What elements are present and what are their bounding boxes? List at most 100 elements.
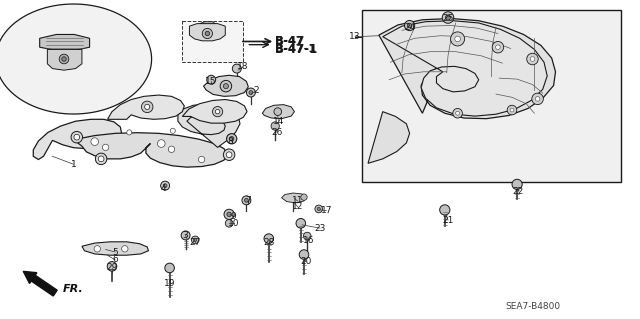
Polygon shape bbox=[362, 10, 621, 182]
Circle shape bbox=[317, 207, 320, 211]
Text: 2: 2 bbox=[253, 86, 259, 95]
Polygon shape bbox=[200, 22, 215, 24]
Circle shape bbox=[127, 130, 132, 135]
Circle shape bbox=[451, 32, 465, 46]
Polygon shape bbox=[204, 75, 248, 96]
Circle shape bbox=[246, 88, 255, 97]
Polygon shape bbox=[383, 21, 547, 116]
Text: 6: 6 bbox=[113, 256, 118, 264]
Text: B-47-1: B-47-1 bbox=[275, 44, 316, 55]
Polygon shape bbox=[0, 4, 152, 114]
Circle shape bbox=[165, 263, 174, 273]
Text: 5: 5 bbox=[113, 248, 118, 256]
Circle shape bbox=[102, 144, 109, 151]
Text: 27: 27 bbox=[189, 238, 201, 247]
Circle shape bbox=[74, 134, 79, 140]
Text: 8: 8 bbox=[228, 137, 233, 146]
Text: 1: 1 bbox=[71, 160, 76, 169]
Circle shape bbox=[220, 80, 232, 92]
Text: 17: 17 bbox=[321, 206, 332, 215]
Circle shape bbox=[244, 198, 248, 202]
Circle shape bbox=[303, 232, 311, 240]
Circle shape bbox=[445, 15, 451, 20]
Circle shape bbox=[122, 246, 128, 252]
Circle shape bbox=[141, 101, 153, 113]
Circle shape bbox=[94, 246, 100, 252]
Circle shape bbox=[274, 108, 282, 115]
FancyArrow shape bbox=[23, 271, 57, 296]
Circle shape bbox=[532, 93, 543, 105]
Circle shape bbox=[530, 57, 535, 61]
Polygon shape bbox=[379, 19, 556, 119]
Circle shape bbox=[495, 45, 500, 49]
Circle shape bbox=[157, 140, 165, 147]
Polygon shape bbox=[108, 95, 184, 119]
Text: 13: 13 bbox=[349, 32, 361, 41]
Text: 19: 19 bbox=[164, 279, 175, 288]
Circle shape bbox=[453, 108, 462, 118]
Polygon shape bbox=[368, 112, 410, 163]
Circle shape bbox=[249, 91, 253, 94]
Circle shape bbox=[207, 75, 216, 84]
Circle shape bbox=[271, 122, 279, 130]
Circle shape bbox=[535, 97, 540, 101]
Circle shape bbox=[510, 108, 514, 112]
Circle shape bbox=[145, 104, 150, 109]
Circle shape bbox=[300, 250, 308, 259]
Text: B-47-1: B-47-1 bbox=[275, 43, 319, 56]
Circle shape bbox=[202, 28, 212, 39]
Circle shape bbox=[227, 212, 231, 217]
Circle shape bbox=[455, 36, 460, 42]
Circle shape bbox=[527, 53, 538, 65]
Polygon shape bbox=[33, 119, 122, 160]
Circle shape bbox=[456, 111, 460, 115]
Circle shape bbox=[227, 134, 237, 144]
Circle shape bbox=[91, 138, 99, 145]
Polygon shape bbox=[282, 193, 306, 203]
Polygon shape bbox=[189, 24, 225, 41]
Text: 26: 26 bbox=[271, 128, 283, 137]
Circle shape bbox=[301, 194, 307, 200]
Circle shape bbox=[205, 31, 209, 36]
Circle shape bbox=[168, 146, 175, 152]
Polygon shape bbox=[178, 104, 240, 147]
Circle shape bbox=[492, 41, 504, 53]
Circle shape bbox=[404, 20, 415, 31]
Circle shape bbox=[62, 57, 66, 61]
Circle shape bbox=[212, 107, 223, 117]
Text: 25: 25 bbox=[442, 14, 454, 23]
Circle shape bbox=[108, 262, 116, 271]
Text: 20: 20 bbox=[300, 257, 312, 266]
Circle shape bbox=[71, 131, 83, 143]
Text: 21: 21 bbox=[442, 216, 454, 225]
Text: 16: 16 bbox=[303, 236, 315, 245]
Circle shape bbox=[408, 23, 412, 28]
Text: 9: 9 bbox=[231, 212, 236, 221]
Circle shape bbox=[224, 209, 234, 219]
Text: 15: 15 bbox=[205, 77, 217, 86]
Circle shape bbox=[264, 234, 273, 243]
Text: 12: 12 bbox=[292, 202, 303, 211]
Circle shape bbox=[225, 219, 233, 227]
Circle shape bbox=[216, 109, 220, 114]
Text: FR.: FR. bbox=[63, 284, 84, 294]
Text: 14: 14 bbox=[273, 117, 284, 126]
Text: SEA7-B4800: SEA7-B4800 bbox=[506, 302, 561, 311]
Polygon shape bbox=[82, 242, 148, 255]
Polygon shape bbox=[262, 105, 294, 119]
Text: 10: 10 bbox=[228, 219, 239, 228]
Polygon shape bbox=[182, 100, 247, 123]
Circle shape bbox=[512, 179, 522, 189]
Circle shape bbox=[223, 84, 228, 89]
Text: B-47: B-47 bbox=[275, 35, 305, 48]
Circle shape bbox=[60, 54, 68, 64]
Circle shape bbox=[198, 156, 205, 163]
Circle shape bbox=[242, 196, 251, 205]
Circle shape bbox=[95, 153, 107, 165]
Circle shape bbox=[181, 231, 190, 240]
Circle shape bbox=[170, 128, 175, 133]
Text: 23: 23 bbox=[314, 224, 326, 233]
Circle shape bbox=[440, 205, 450, 215]
Text: 24: 24 bbox=[404, 23, 415, 32]
FancyBboxPatch shape bbox=[182, 21, 243, 62]
